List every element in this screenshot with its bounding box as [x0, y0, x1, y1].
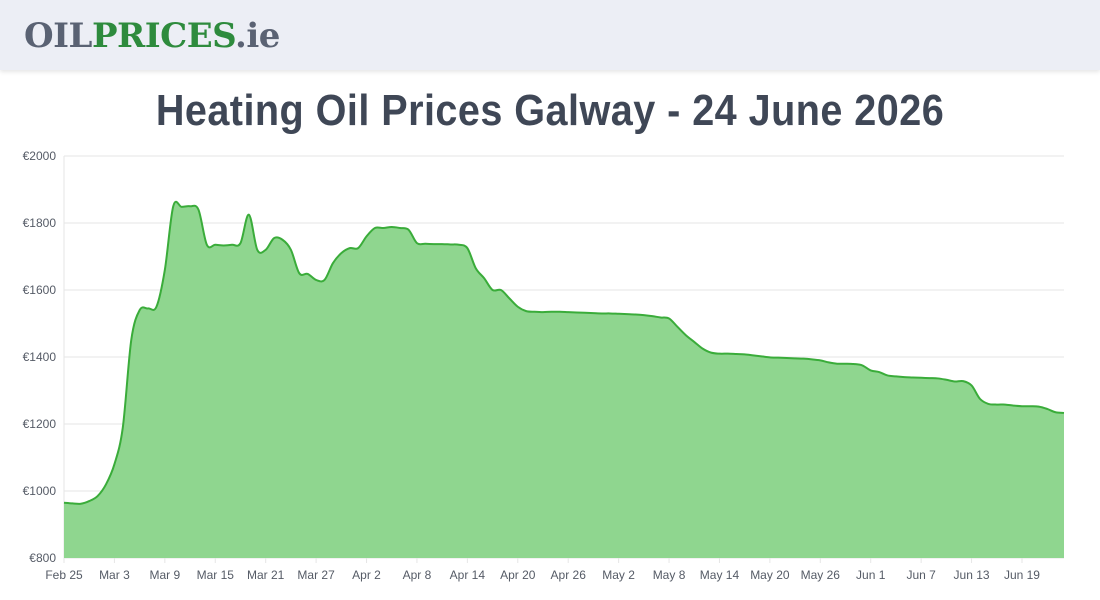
logo-prices-text: PRICES — [91, 16, 236, 56]
x-tick-label: Mar 9 — [149, 568, 180, 582]
x-tick-label: Apr 20 — [500, 568, 536, 582]
x-tick-label: Apr 8 — [403, 568, 432, 582]
x-tick-label: Apr 14 — [450, 568, 486, 582]
y-tick-label: €1800 — [23, 216, 57, 230]
x-tick-label: Mar 21 — [247, 568, 285, 582]
x-tick-label: Jun 7 — [906, 568, 936, 582]
x-tick-label: Mar 27 — [297, 568, 335, 582]
x-tick-label: Apr 2 — [352, 568, 381, 582]
y-tick-label: €1400 — [23, 350, 57, 364]
x-tick-label: Jun 19 — [1004, 568, 1040, 582]
x-tick-label: Mar 3 — [99, 568, 130, 582]
page-title: Heating Oil Prices Galway - 24 June 2026 — [155, 86, 945, 135]
x-tick-label: Apr 26 — [551, 568, 587, 582]
y-tick-label: €800 — [29, 551, 56, 565]
logo-ie-text: .ie — [234, 16, 280, 56]
logo-oil-text: OIL — [24, 16, 92, 56]
x-tick-label: May 8 — [653, 568, 686, 582]
price-line — [63, 200, 1065, 505]
x-tick-label: May 2 — [602, 568, 635, 582]
site-header: OILPRICES.ie — [0, 0, 1100, 70]
x-tick-label: May 14 — [700, 568, 740, 582]
site-logo[interactable]: OILPRICES.ie — [24, 16, 280, 56]
y-tick-label: €1000 — [23, 484, 57, 498]
x-axis-ticks: Feb 25 Mar 3 Mar 9 Mar 15 Mar 21 Mar 27 Apr 2 A… — [45, 568, 1040, 582]
y-tick-label: €1600 — [23, 283, 57, 297]
x-tick-label: Feb 25 — [45, 568, 83, 582]
x-tick-label: Jun 13 — [954, 568, 990, 582]
y-axis-ticks: €800 €1000 €1200 €1400 €1600 €1800 €2000 — [23, 149, 57, 565]
x-tick-label: Jun 1 — [856, 568, 886, 582]
x-tick-label: May 26 — [801, 568, 841, 582]
price-area-fill — [64, 201, 1064, 558]
x-tick-label: Mar 15 — [197, 568, 235, 582]
y-tick-label: €2000 — [23, 149, 57, 163]
y-tick-label: €1200 — [23, 417, 57, 431]
x-tick-label: May 20 — [750, 568, 790, 582]
